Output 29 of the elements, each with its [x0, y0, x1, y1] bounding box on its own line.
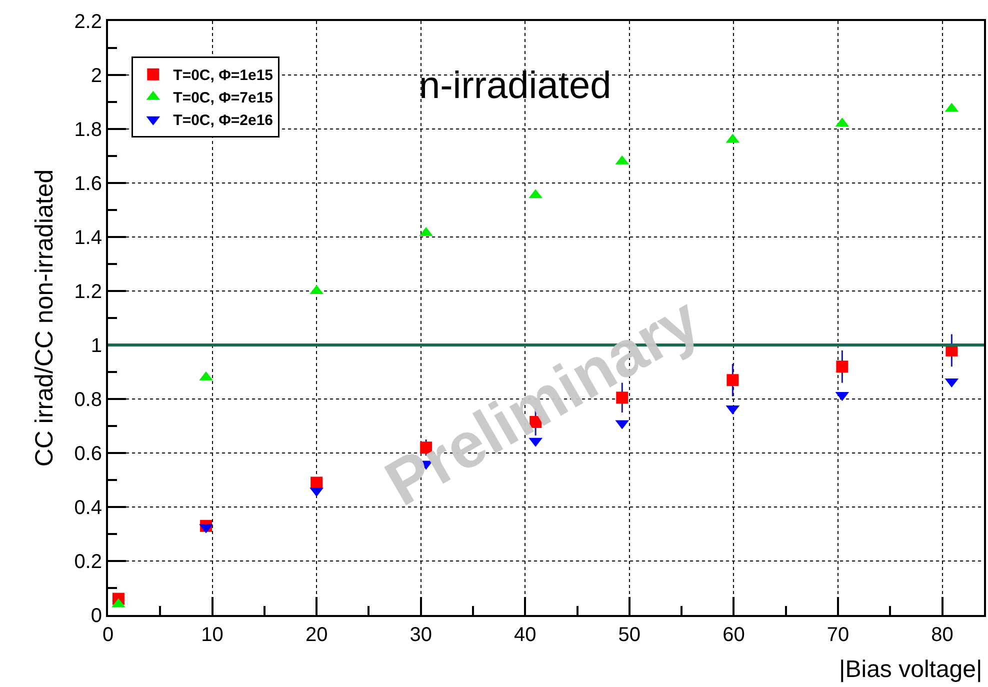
x-tick-label: 30	[410, 624, 432, 646]
y-tick-label: 2	[90, 65, 102, 87]
x-tick-label: 20	[305, 624, 328, 646]
x-tick-label: 10	[201, 624, 224, 646]
legend-label: T=0C, Φ=7e15	[173, 90, 274, 107]
x-tick-label: 40	[514, 624, 536, 646]
y-tick-label: 0.6	[74, 443, 102, 465]
x-tick-label: 70	[826, 624, 850, 646]
x-axis-title: |Bias voltage|	[839, 656, 982, 683]
y-tick-label: 0.4	[74, 497, 102, 519]
text: n-irradiated	[419, 65, 612, 107]
y-tick-label: 1.8	[74, 119, 102, 141]
x-tick-label: 60	[722, 624, 745, 646]
legend-label: T=0C, Φ=1e15	[173, 67, 274, 84]
x-tick-label: 80	[931, 624, 954, 646]
point	[726, 374, 739, 386]
point	[836, 360, 848, 373]
legend-label: T=0C, Φ=2e16	[173, 112, 274, 130]
point	[310, 476, 323, 489]
y-tick-label: 1	[90, 335, 102, 357]
y-tick-label: 1.4	[74, 227, 102, 249]
y-tick-label: 0.2	[74, 551, 102, 573]
y-tick-label: 2.2	[74, 11, 102, 33]
x-tick-label: 50	[618, 624, 641, 646]
y-tick-label: 1.6	[74, 173, 102, 195]
y-tick-label: 1.2	[74, 281, 102, 303]
y-tick-label: 0.8	[74, 389, 102, 411]
y-axis-title: CC irrad/CC non-irradiated	[30, 169, 58, 467]
y-tick-label: 0	[90, 605, 102, 627]
